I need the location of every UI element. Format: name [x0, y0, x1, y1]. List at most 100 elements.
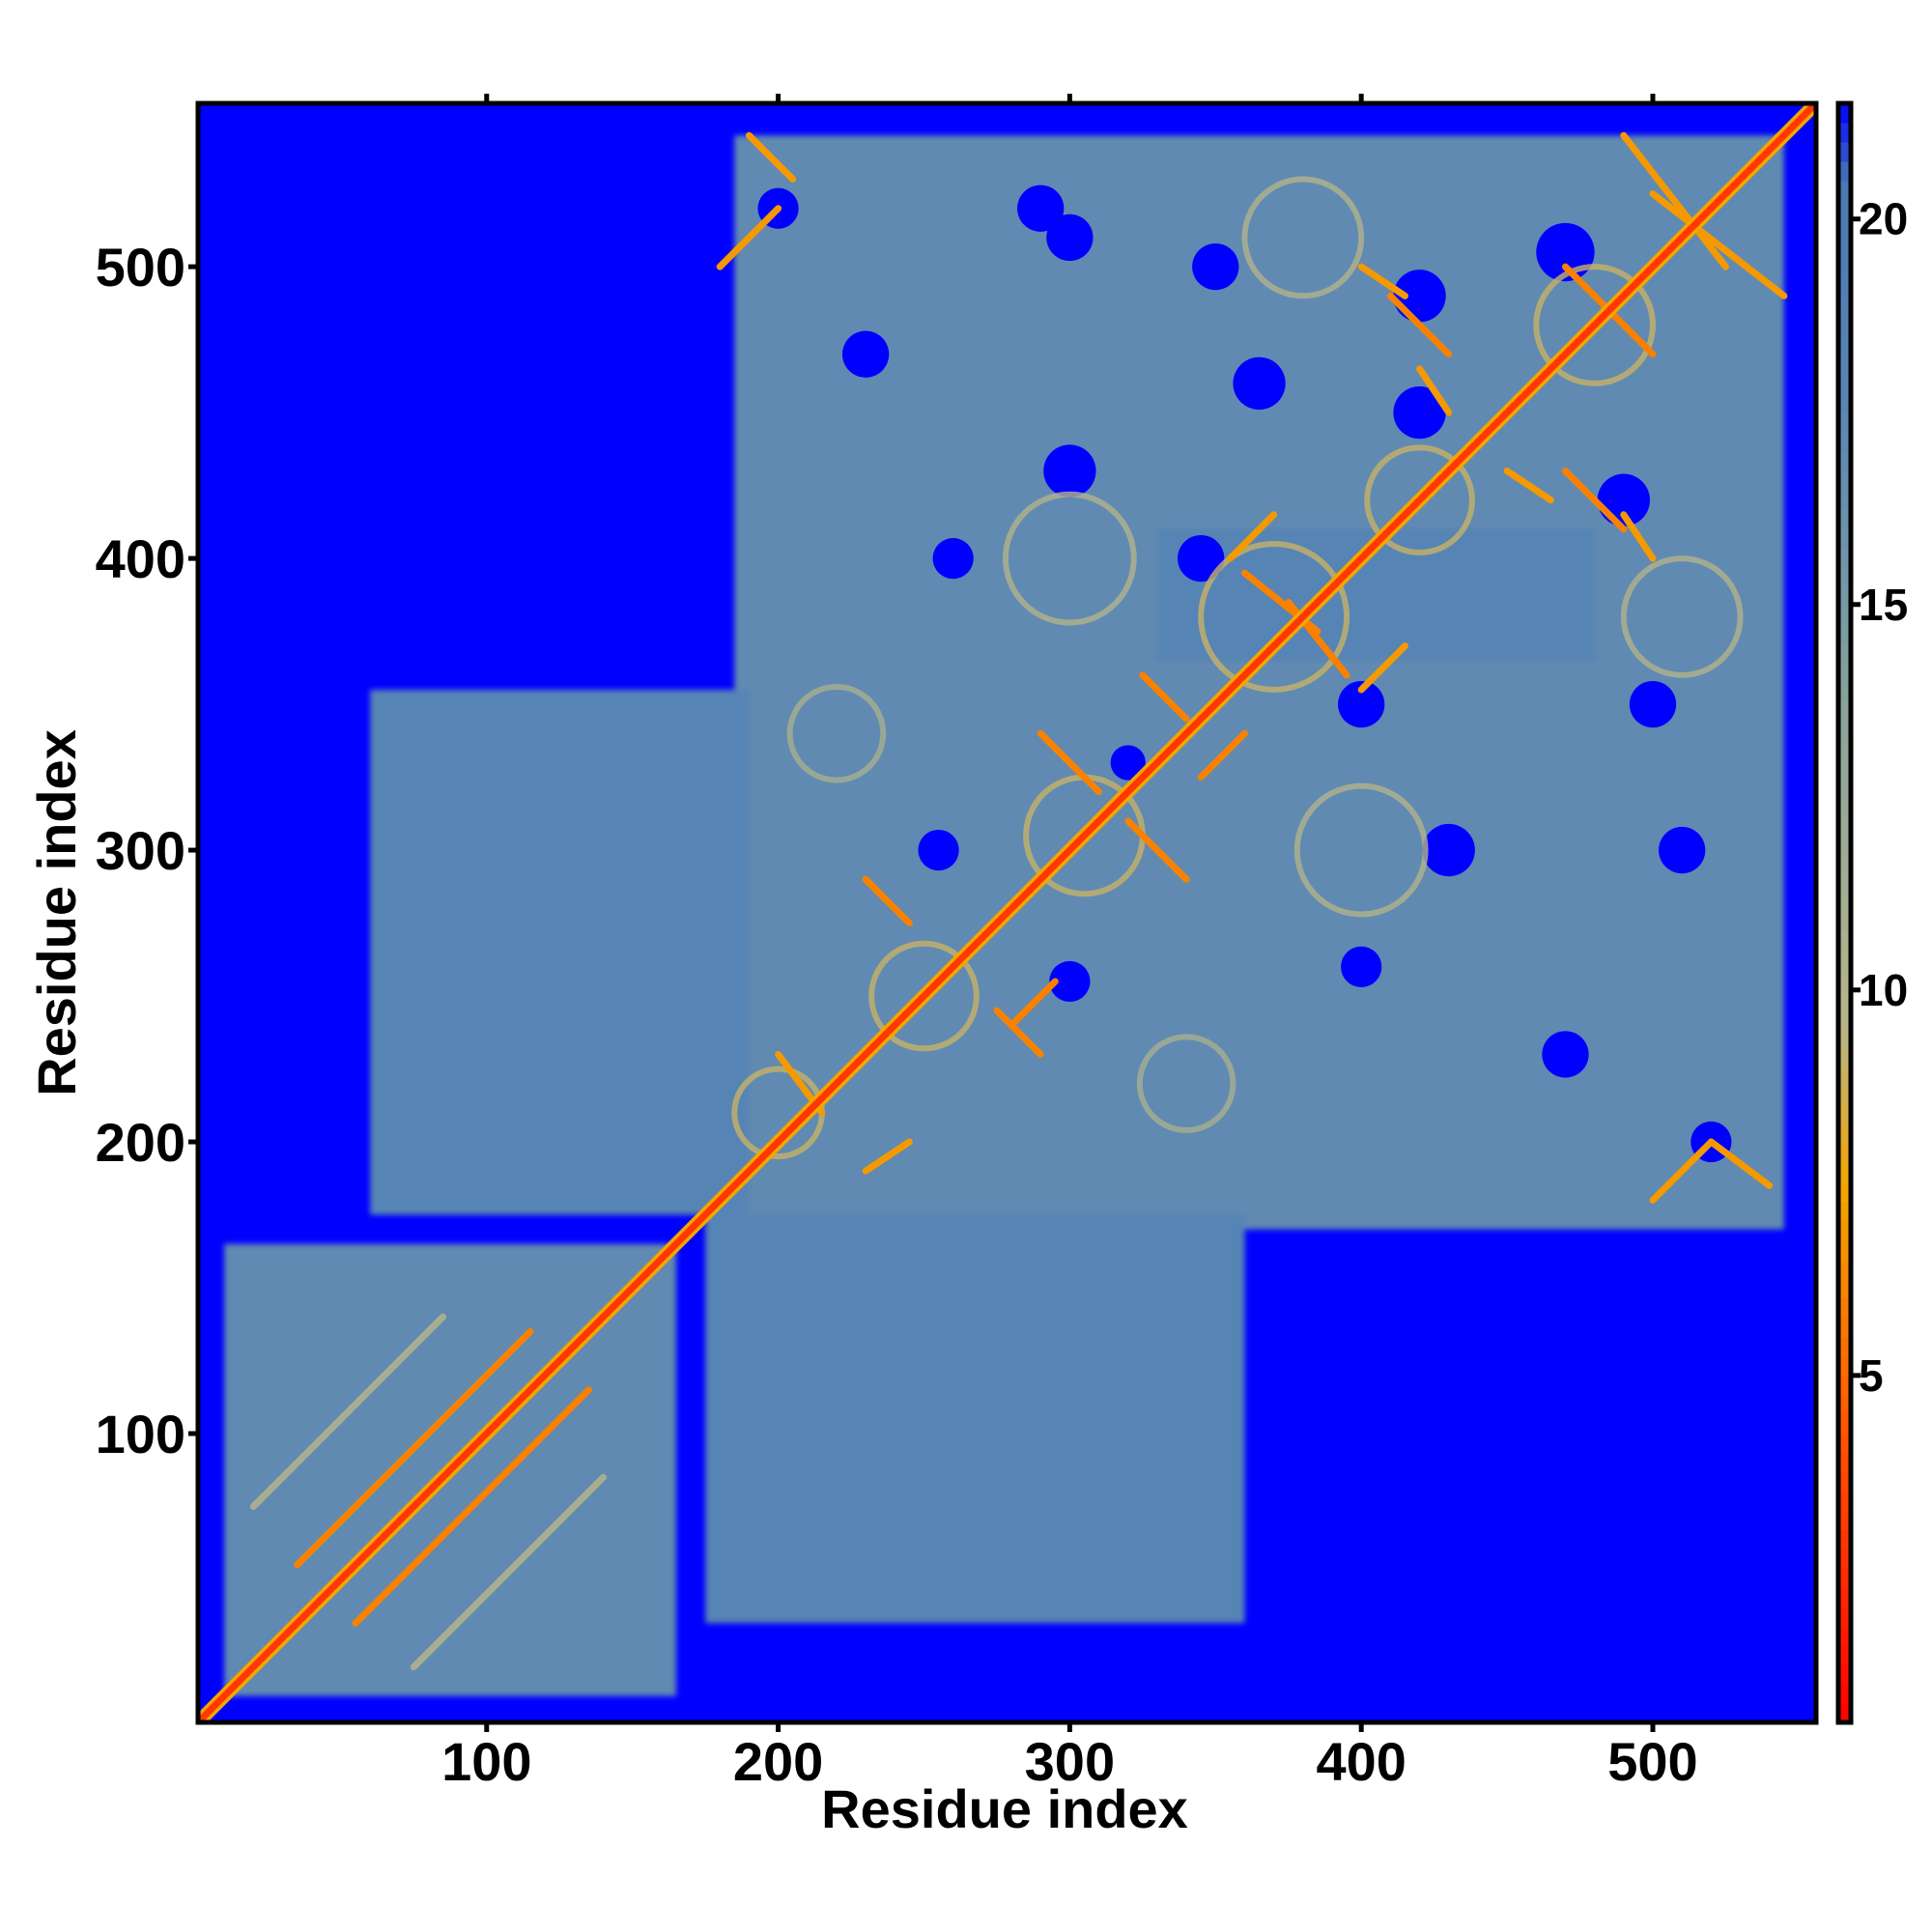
colorbar-segment	[1838, 1279, 1851, 1299]
colorbar-segment	[1838, 334, 1851, 355]
heatmap-arc	[1620, 555, 1744, 678]
heatmap-hole	[1341, 946, 1382, 987]
colorbar-segment	[1838, 778, 1851, 798]
colorbar-segment	[1838, 1336, 1851, 1357]
colorbar-segment	[1838, 1645, 1851, 1665]
contact-band	[1416, 365, 1453, 416]
y-tick-label: 100	[96, 1404, 185, 1464]
contact-band	[745, 131, 797, 184]
colorbar-segment	[1838, 1086, 1851, 1107]
colorbar-segment	[1838, 604, 1851, 625]
contact-bands	[249, 131, 1788, 1671]
colorbar-segment	[1838, 1221, 1851, 1241]
top-axis-ticks	[484, 94, 1656, 103]
colorbar-tick-label: 5	[1859, 1350, 1884, 1401]
x-tick-label: 300	[1025, 1731, 1115, 1792]
colorbar-segment	[1838, 1163, 1851, 1183]
colorbar-segment	[1838, 508, 1851, 528]
colorbar-segment	[1838, 1491, 1851, 1512]
heatmap-hole	[1043, 444, 1096, 497]
heatmap-hole	[1422, 823, 1475, 877]
colorbar-segment	[1838, 1471, 1851, 1492]
y-tick-label: 300	[96, 820, 185, 881]
colorbar-tick-label: 15	[1859, 580, 1908, 630]
colorbar-segment	[1838, 1568, 1851, 1588]
colorbar-segment	[1838, 1028, 1851, 1049]
colorbar-segment	[1838, 199, 1851, 220]
colorbar-segment	[1838, 1182, 1851, 1203]
colorbar-gradient	[1838, 103, 1851, 1723]
colorbar-segment	[1838, 1260, 1851, 1280]
heatmap-arc	[1136, 1034, 1236, 1133]
colorbar-segment	[1838, 1105, 1851, 1126]
colorbar-segment	[1838, 1413, 1851, 1435]
heatmap-hole	[1393, 385, 1446, 440]
contact-band	[249, 1313, 447, 1511]
heatmap-hole	[1233, 356, 1286, 411]
colorbar-segment	[1838, 1626, 1851, 1646]
contact-band	[1561, 467, 1628, 533]
heatmap-hole	[1017, 185, 1065, 232]
plot-frame	[195, 100, 1819, 1725]
colorbar-segment	[1838, 1202, 1851, 1222]
colorbar-segment	[1838, 758, 1851, 779]
contact-band	[716, 205, 782, 270]
colorbar-segment	[1838, 1298, 1851, 1319]
colorbar-segment	[1838, 989, 1851, 1010]
heatmap-hole	[1192, 242, 1239, 291]
y-tick-label: 500	[96, 237, 185, 298]
colorbar-segment	[1838, 526, 1851, 548]
heatmap-hole	[841, 330, 890, 378]
colorbar-segment	[1838, 546, 1851, 567]
heatmap-arc	[1198, 541, 1350, 693]
colorbar-segment	[1838, 894, 1851, 914]
contact-band	[1649, 190, 1788, 299]
colorbar-segment	[1838, 160, 1851, 182]
x-tick-label: 100	[441, 1731, 531, 1792]
colorbar-segment	[1838, 1703, 1851, 1723]
heatmap-arc	[1364, 444, 1475, 556]
colorbar-frame	[1835, 100, 1854, 1725]
colorbar-segment	[1838, 218, 1851, 240]
colorbar-segment	[1838, 1124, 1851, 1146]
colorbar-segment	[1838, 1606, 1851, 1627]
colorbar-segment	[1838, 836, 1851, 856]
colorbar-segment	[1838, 141, 1851, 162]
colorbar-segment	[1838, 392, 1851, 412]
colorbar-segment	[1838, 412, 1851, 432]
contact-band	[1649, 1138, 1715, 1204]
colorbar-segment	[1838, 951, 1851, 972]
contact-band	[1386, 292, 1453, 358]
colorbar-segment	[1838, 469, 1851, 490]
heatmap-arc	[1533, 264, 1656, 386]
heatmap-hole	[932, 537, 974, 580]
contact-band	[993, 1007, 1044, 1058]
colorbar-segment	[1838, 662, 1851, 683]
heatmap-arc	[1002, 491, 1137, 626]
contact-band	[1357, 642, 1408, 694]
heatmap-hole	[1046, 213, 1094, 262]
heatmap-arc	[1293, 782, 1429, 918]
heatmap-region	[705, 1214, 1245, 1624]
colorbar-segment	[1838, 1047, 1851, 1068]
colorbar-segment	[1838, 180, 1851, 201]
colorbar-segment	[1838, 623, 1851, 644]
colorbar-segment	[1838, 1355, 1851, 1377]
contact-band	[1197, 729, 1248, 781]
colorbar-segment	[1838, 913, 1851, 933]
colorbar-segment	[1838, 276, 1851, 298]
colorbar-segment	[1838, 1452, 1851, 1473]
colorbar-segment	[1838, 700, 1851, 722]
contact-band	[1139, 671, 1190, 723]
contact-band	[862, 875, 913, 927]
heatmap-arcs	[731, 176, 1744, 1160]
colorbar-tick-label: 20	[1859, 194, 1908, 244]
colorbar-segment	[1838, 1529, 1851, 1550]
colorbar-segment	[1838, 103, 1851, 124]
colorbar-segment	[1838, 1144, 1851, 1164]
colorbar-segment	[1838, 373, 1851, 393]
colorbar-segment	[1838, 720, 1851, 741]
colorbar-segment	[1838, 1587, 1851, 1607]
colorbar-segment	[1838, 565, 1851, 586]
